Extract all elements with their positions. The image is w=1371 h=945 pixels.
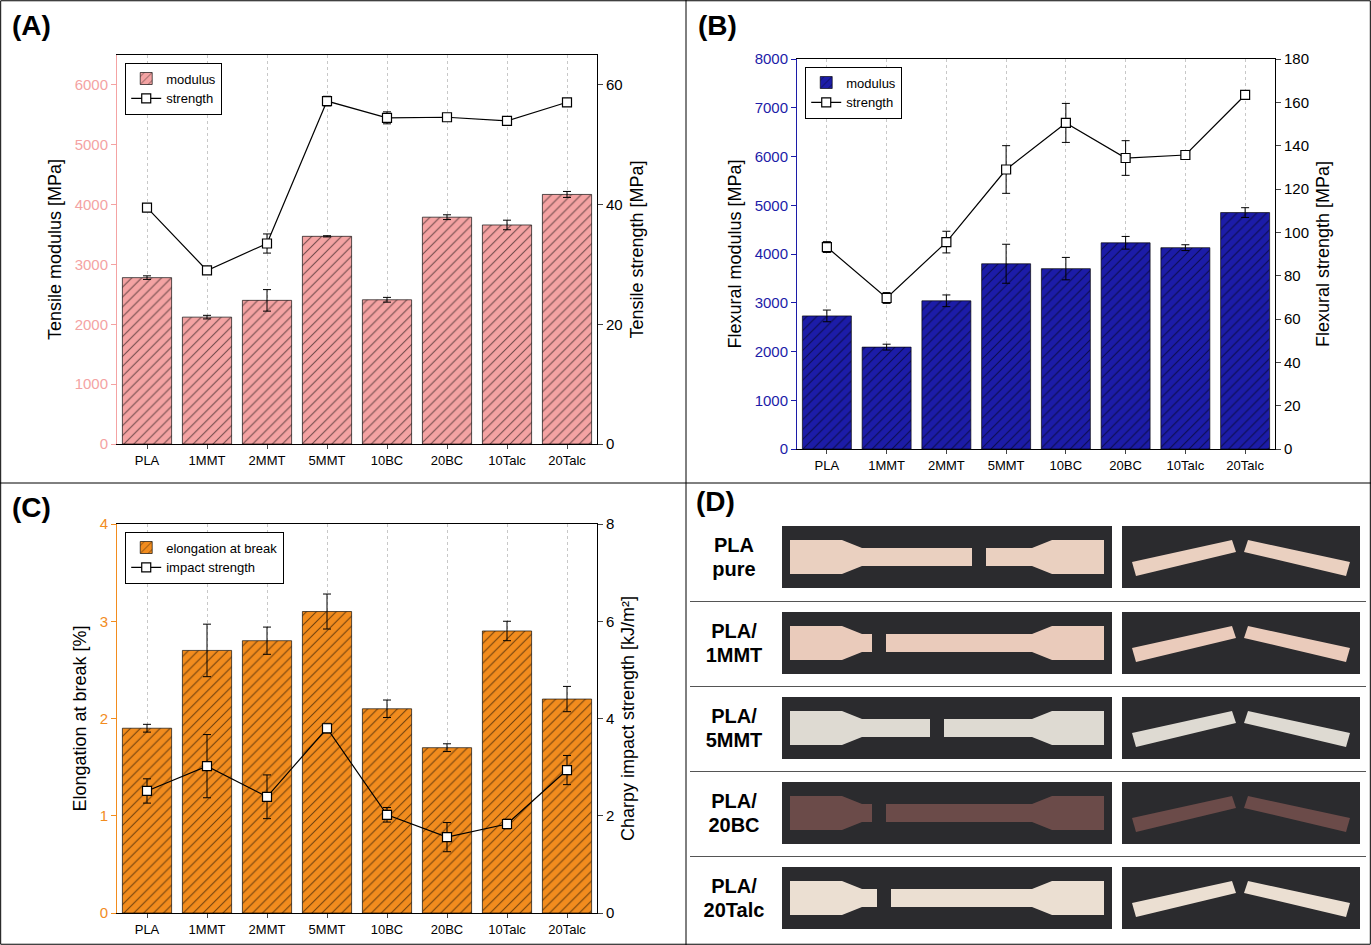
svg-text:20BC: 20BC [1109,458,1142,473]
svg-text:6000: 6000 [75,76,108,93]
svg-text:10BC: 10BC [1050,458,1083,473]
svg-text:Flexural modulus [MPa]: Flexural modulus [MPa] [725,159,745,348]
svg-text:Charpy impact strength [kJ/m²]: Charpy impact strength [kJ/m²] [618,596,638,841]
svg-text:60: 60 [1284,310,1301,327]
svg-text:6: 6 [606,613,614,630]
svg-text:10Talc: 10Talc [1167,458,1205,473]
svg-text:0: 0 [100,435,108,452]
svg-text:1000: 1000 [75,375,108,392]
html-text:20Talc: 20Talc [703,899,765,921]
svg-text:40: 40 [1284,354,1301,371]
svg-text:160: 160 [1284,94,1309,111]
svg-text:8: 8 [606,515,614,532]
svg-text:5000: 5000 [755,197,788,214]
svg-text:(A): (A) [12,10,51,41]
svg-text:2MMT: 2MMT [249,453,286,468]
svg-text:0: 0 [606,435,614,452]
html-text:(D): (D) [696,486,735,517]
svg-text:20BC: 20BC [431,922,464,937]
svg-text:PLA: PLA [135,453,160,468]
svg-text:Flexural strength [MPa]: Flexural strength [MPa] [1313,161,1333,347]
svg-text:2: 2 [606,807,614,824]
svg-text:4: 4 [606,710,614,727]
svg-text:2000: 2000 [75,316,108,333]
svg-text:Tensile strength [MPa]: Tensile strength [MPa] [627,160,647,338]
svg-text:modulus: modulus [166,72,216,87]
svg-text:10BC: 10BC [371,922,404,937]
svg-text:impact strength: impact strength [166,560,255,575]
svg-text:strength: strength [846,95,893,110]
svg-text:120: 120 [1284,180,1309,197]
html-text:5MMT: 5MMT [705,729,763,751]
svg-text:PLA: PLA [815,458,840,473]
svg-text:2000: 2000 [755,343,788,360]
svg-text:strength: strength [166,91,213,106]
svg-text:180: 180 [1284,50,1309,67]
svg-text:140: 140 [1284,137,1309,154]
html-text:20BC: 20BC [708,814,760,836]
svg-text:6000: 6000 [755,148,788,165]
svg-text:4000: 4000 [755,245,788,262]
svg-text:(C): (C) [12,492,51,523]
svg-text:10BC: 10BC [371,453,404,468]
html-text:1MMT: 1MMT [705,644,763,666]
svg-text:2MMT: 2MMT [249,922,286,937]
svg-text:10Talc: 10Talc [488,922,526,937]
svg-text:1: 1 [100,807,108,824]
html-text:PLA/: PLA/ [711,705,757,727]
svg-text:40: 40 [606,196,623,213]
html-text:PLA/: PLA/ [711,875,757,897]
svg-text:20Talc: 20Talc [1226,458,1264,473]
html-text:PLA/: PLA/ [711,790,757,812]
html-text:PLA/: PLA/ [711,620,757,642]
html-text:pure: pure [712,558,756,580]
svg-text:80: 80 [1284,267,1301,284]
svg-text:3000: 3000 [755,294,788,311]
svg-text:4: 4 [100,515,108,532]
svg-text:5000: 5000 [75,136,108,153]
svg-text:Elongation at break [%]: Elongation at break [%] [70,625,90,811]
svg-text:10Talc: 10Talc [488,453,526,468]
svg-text:7000: 7000 [755,99,788,116]
svg-text:Tensile modulus [MPa]: Tensile modulus [MPa] [45,159,65,340]
svg-text:(B): (B) [698,10,737,41]
svg-text:4000: 4000 [75,196,108,213]
svg-text:8000: 8000 [755,50,788,67]
svg-text:0: 0 [606,904,614,921]
svg-text:1MMT: 1MMT [868,458,905,473]
svg-text:0: 0 [780,440,788,457]
svg-text:0: 0 [100,904,108,921]
svg-text:modulus: modulus [846,76,896,91]
svg-text:1000: 1000 [755,392,788,409]
svg-text:1MMT: 1MMT [189,922,226,937]
svg-text:2: 2 [100,710,108,727]
svg-text:elongation at break: elongation at break [166,541,277,556]
svg-text:3: 3 [100,613,108,630]
svg-text:20: 20 [1284,397,1301,414]
svg-text:20Talc: 20Talc [548,453,586,468]
svg-text:2MMT: 2MMT [928,458,965,473]
svg-text:60: 60 [606,76,623,93]
svg-text:PLA: PLA [135,922,160,937]
svg-text:5MMT: 5MMT [309,922,346,937]
svg-text:3000: 3000 [75,256,108,273]
svg-text:5MMT: 5MMT [309,453,346,468]
svg-text:100: 100 [1284,224,1309,241]
svg-text:20BC: 20BC [431,453,464,468]
svg-text:20: 20 [606,316,623,333]
svg-text:20Talc: 20Talc [548,922,586,937]
svg-text:5MMT: 5MMT [988,458,1025,473]
svg-text:0: 0 [1284,440,1292,457]
html-text:PLA: PLA [714,534,754,556]
svg-text:1MMT: 1MMT [189,453,226,468]
